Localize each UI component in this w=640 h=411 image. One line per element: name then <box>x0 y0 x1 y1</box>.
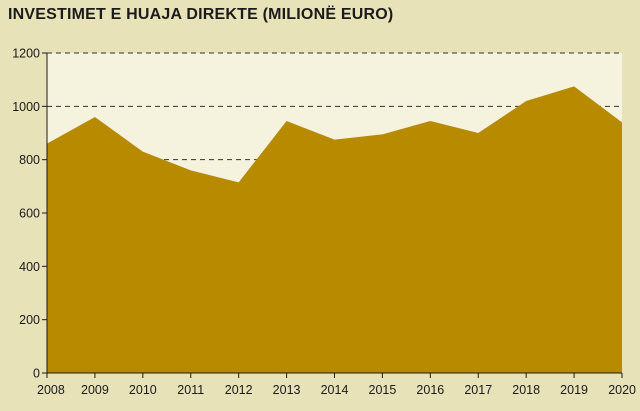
x-tick-label-2008: 2008 <box>37 383 65 397</box>
y-tick-label-0: 0 <box>33 367 40 381</box>
x-tick-label-2014: 2014 <box>321 383 349 397</box>
x-tick-label-2017: 2017 <box>464 383 492 397</box>
chart-title: INVESTIMET E HUAJA DIREKTE (MILIONË EURO… <box>8 6 394 23</box>
x-tick-label-2019: 2019 <box>560 383 588 397</box>
x-tick-label-2020: 2020 <box>608 383 636 397</box>
area-series <box>47 86 622 373</box>
x-axis-ticks: 2008 2009 2010 2011 2012 2013 2014 2015 2016 2017… <box>37 373 636 397</box>
y-tick-label-600: 600 <box>19 207 40 221</box>
x-tick-label-2015: 2015 <box>369 383 397 397</box>
x-tick-label-2016: 2016 <box>416 383 444 397</box>
y-tick-label-200: 200 <box>19 313 40 327</box>
y-tick-label-1200: 1200 <box>12 47 40 61</box>
x-tick-label-2013: 2013 <box>273 383 301 397</box>
y-tick-label-400: 400 <box>19 260 40 274</box>
x-tick-label-2018: 2018 <box>512 383 540 397</box>
y-tick-label-800: 800 <box>19 153 40 167</box>
y-axis-ticks: 0 200 400 600 800 1000 1200 <box>12 47 47 381</box>
x-tick-label-2010: 2010 <box>129 383 157 397</box>
x-tick-label-2009: 2009 <box>81 383 109 397</box>
y-tick-label-1000: 1000 <box>12 100 40 114</box>
x-tick-label-2011: 2011 <box>177 383 204 397</box>
x-tick-label-2012: 2012 <box>225 383 253 397</box>
